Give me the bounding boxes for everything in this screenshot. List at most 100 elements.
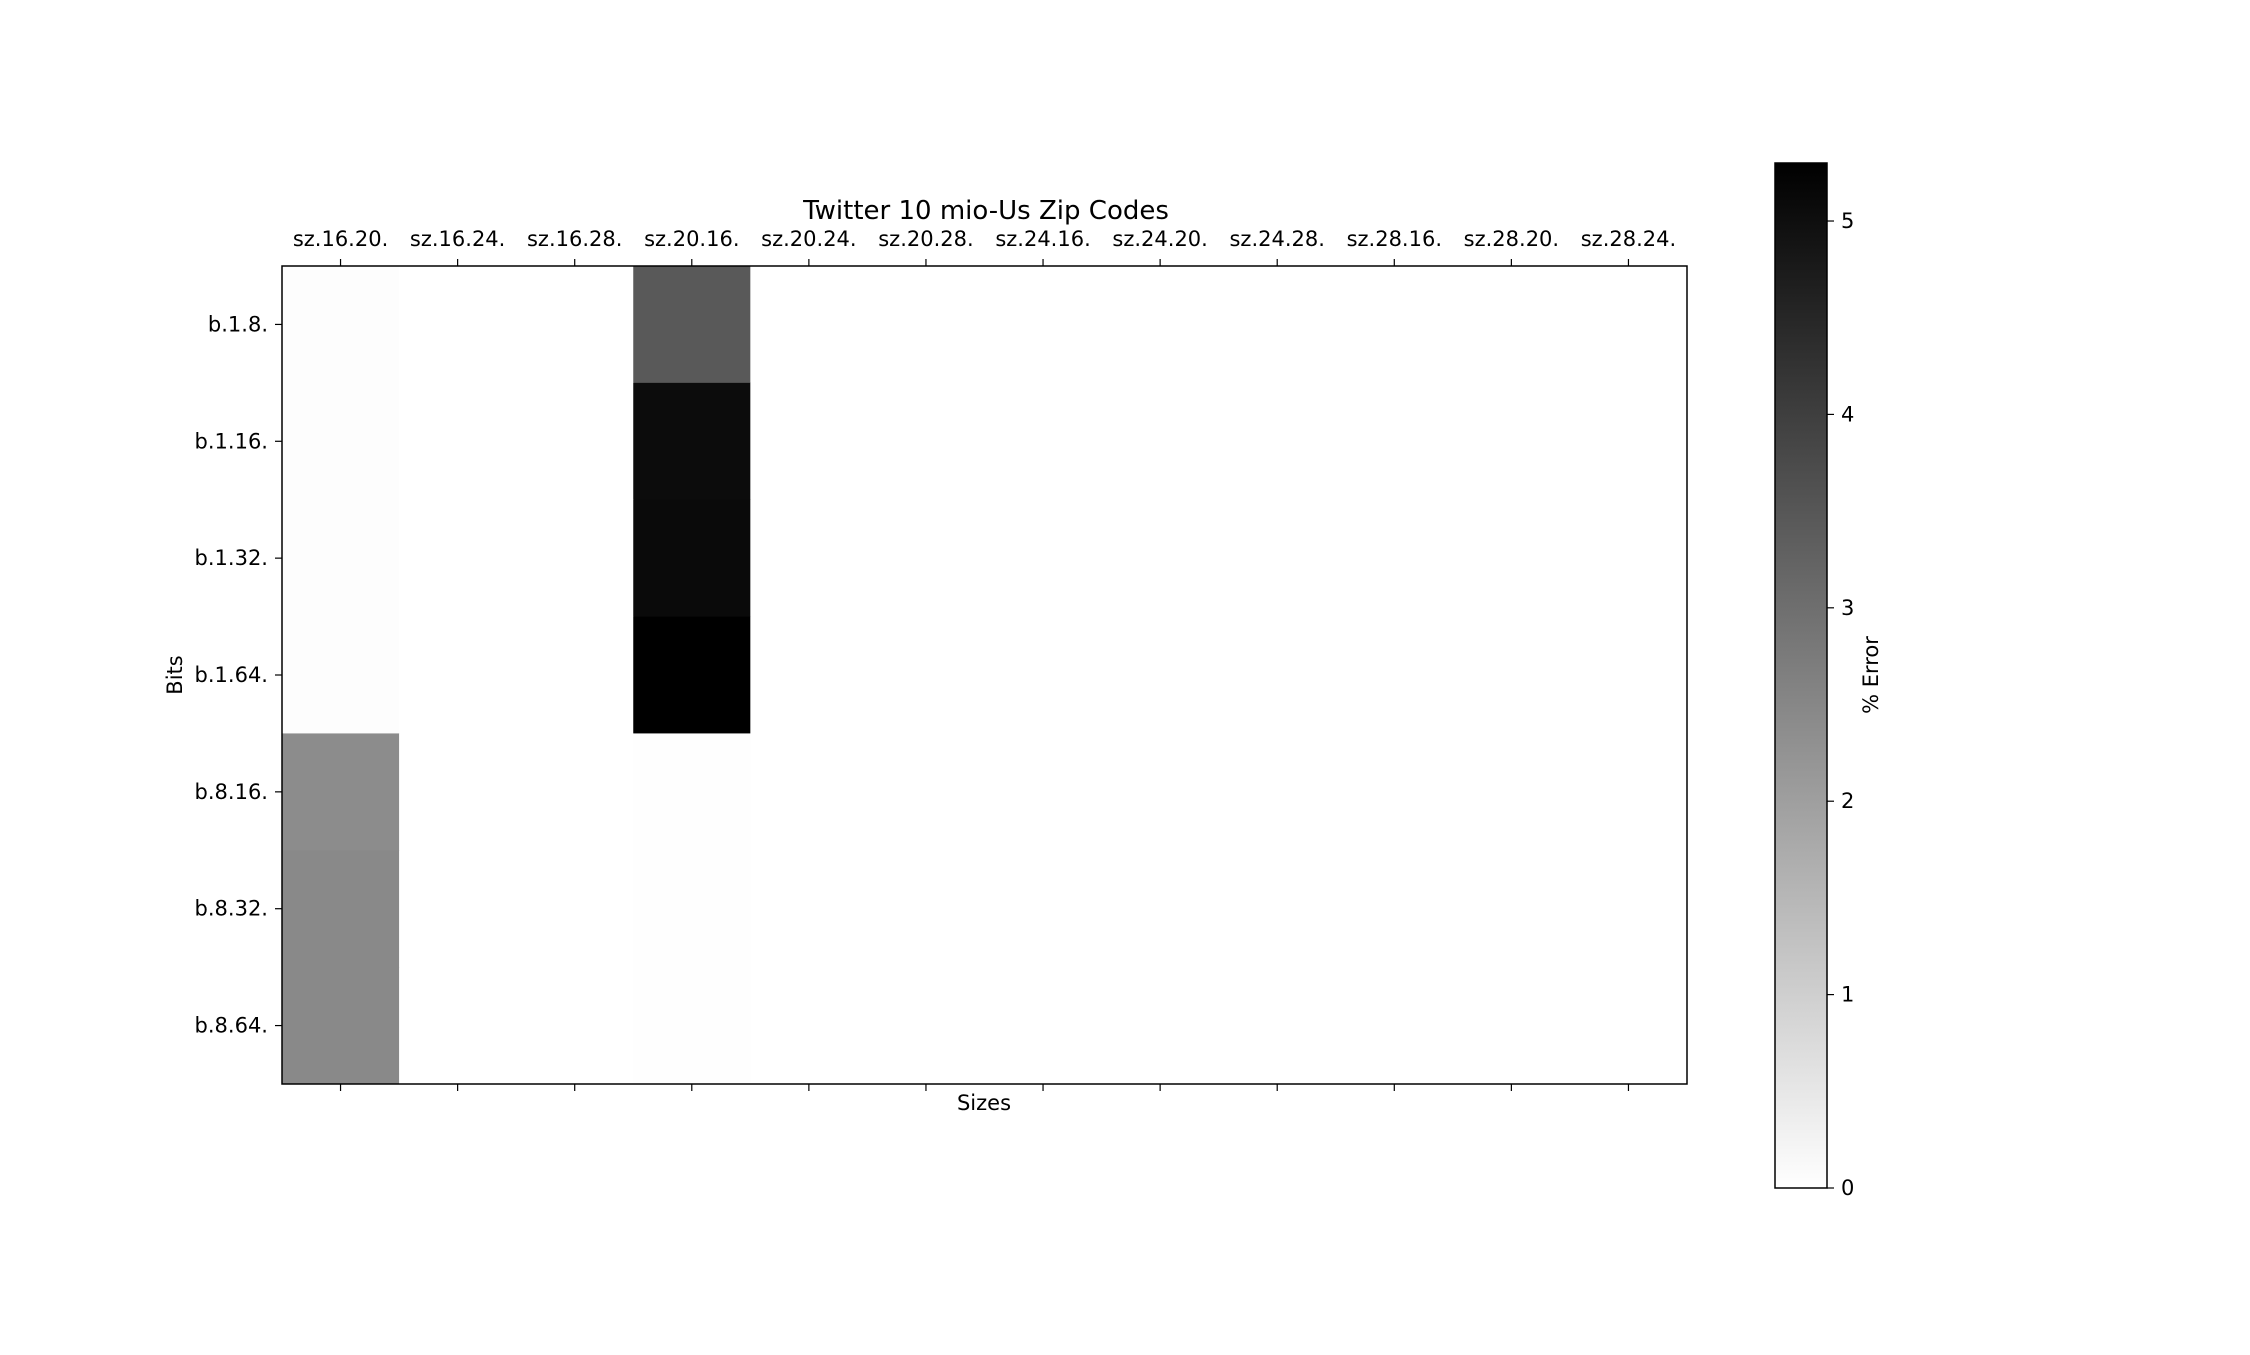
heatmap-cell xyxy=(1335,382,1454,501)
heatmap-cell xyxy=(516,850,634,968)
heatmap-cell xyxy=(1569,266,1688,384)
heatmap-cell xyxy=(399,266,517,384)
heatmap-cell xyxy=(1335,266,1454,384)
heatmap-cell xyxy=(399,616,517,734)
heatmap-cell xyxy=(516,266,634,384)
heatmap-cell xyxy=(750,967,868,1085)
heatmap-cell xyxy=(1569,850,1688,968)
heatmap-cell xyxy=(1452,967,1571,1085)
heatmap-cell xyxy=(399,499,517,618)
heatmap-cell xyxy=(1218,266,1337,384)
y-tick-label: b.8.64. xyxy=(195,1014,268,1038)
heatmap-cell xyxy=(867,266,985,384)
y-tick-label: b.1.64. xyxy=(195,663,268,687)
colorbar xyxy=(1774,162,1828,1189)
heatmap-cell xyxy=(633,616,751,734)
heatmap-cell xyxy=(1218,382,1337,501)
heatmap-cell xyxy=(1335,967,1454,1085)
heatmap-cell xyxy=(1218,499,1337,618)
heatmap-cell xyxy=(1101,850,1220,968)
y-axis-ticks: b.1.8. b.1.16. b.1.32. b.1.64. b.8.16. b.8.32… xyxy=(195,312,282,1038)
heatmap-cell xyxy=(1101,967,1220,1085)
x-tick-label: sz.20.16. xyxy=(644,227,739,251)
x-tick-label: sz.28.20. xyxy=(1464,227,1559,251)
heatmap-cell xyxy=(1335,850,1454,968)
x-tick-label: sz.24.28. xyxy=(1229,227,1324,251)
heatmap-cell xyxy=(1452,266,1571,384)
heatmap-cell xyxy=(867,850,985,968)
heatmap-cell xyxy=(867,499,985,618)
heatmap-cell xyxy=(750,616,868,734)
heatmap-cell xyxy=(984,499,1103,618)
heatmap-cell xyxy=(750,382,868,501)
chart-title: Twitter 10 mio-Us Zip Codes xyxy=(802,196,1169,226)
colorbar-tick-label: 5 xyxy=(1841,209,1854,233)
x-tick-label: sz.20.28. xyxy=(878,227,973,251)
x-tick-label: sz.16.20. xyxy=(293,227,388,251)
y-tick-label: b.1.32. xyxy=(195,546,268,570)
heatmap-cell xyxy=(1101,382,1220,501)
heatmap-cell xyxy=(633,382,751,501)
heatmap-cell xyxy=(282,499,400,618)
heatmap-cell xyxy=(516,733,634,851)
x-tick-label: sz.28.16. xyxy=(1347,227,1442,251)
colorbar-ticks: 0 1 2 3 4 5 xyxy=(1827,209,1854,1200)
heatmap-cell xyxy=(633,499,751,618)
heatmap-cell xyxy=(867,967,985,1085)
heatmap-cell xyxy=(1569,733,1688,851)
heatmap-cell xyxy=(984,967,1103,1085)
x-tick-label: sz.16.24. xyxy=(410,227,505,251)
heatmap-cell xyxy=(633,733,751,851)
heatmap-cell xyxy=(984,733,1103,851)
heatmap-cell xyxy=(516,967,634,1085)
colorbar-tick-label: 4 xyxy=(1841,402,1854,426)
heatmap-cell xyxy=(1101,499,1220,618)
heatmap-cell xyxy=(282,616,400,734)
y-tick-label: b.8.32. xyxy=(195,897,268,921)
x-axis-ticks: sz.16.20. sz.16.24. sz.16.28. sz.20.16. sz.2… xyxy=(293,227,1676,1091)
x-tick-label: sz.16.28. xyxy=(527,227,622,251)
heatmap-cell xyxy=(633,967,751,1085)
heatmap-cell xyxy=(867,733,985,851)
heatmap-cell xyxy=(1335,499,1454,618)
heatmap-cell xyxy=(867,382,985,501)
y-tick-label: b.1.8. xyxy=(208,312,268,336)
heatmap-cell xyxy=(1218,616,1337,734)
heatmap-cell xyxy=(282,382,400,501)
heatmap-cell xyxy=(984,382,1103,501)
heatmap-cell xyxy=(984,850,1103,968)
heatmap-cell xyxy=(750,499,868,618)
x-tick-label: sz.24.20. xyxy=(1112,227,1207,251)
heatmap-cell xyxy=(984,616,1103,734)
colorbar-label: % Error xyxy=(1859,636,1883,714)
heatmap-cell xyxy=(867,616,985,734)
heatmap-cell xyxy=(1101,266,1220,384)
colorbar-tick-label: 2 xyxy=(1841,789,1854,813)
heatmap-cell xyxy=(1452,733,1571,851)
heatmap-cell xyxy=(1569,616,1688,734)
heatmap-cells xyxy=(282,266,1688,1085)
heatmap-cell xyxy=(282,850,400,968)
heatmap-cell xyxy=(1335,616,1454,734)
heatmap-cell xyxy=(282,967,400,1085)
heatmap-cell xyxy=(1101,616,1220,734)
x-tick-label: sz.24.16. xyxy=(995,227,1090,251)
x-tick-label: sz.28.24. xyxy=(1581,227,1676,251)
heatmap-cell xyxy=(516,499,634,618)
heatmap-cell xyxy=(399,733,517,851)
heatmap-cell xyxy=(1569,967,1688,1085)
heatmap-cell xyxy=(1569,382,1688,501)
y-tick-label: b.8.16. xyxy=(195,780,268,804)
heatmap-cell xyxy=(1452,499,1571,618)
heatmap-cell xyxy=(750,266,868,384)
heatmap-cell xyxy=(1452,850,1571,968)
heatmap-cell xyxy=(750,733,868,851)
heatmap-cell xyxy=(282,266,400,384)
heatmap-cell xyxy=(1218,733,1337,851)
heatmap-cell xyxy=(1335,733,1454,851)
heatmap-cell xyxy=(750,850,868,968)
heatmap-cell xyxy=(1452,616,1571,734)
colorbar-tick-label: 1 xyxy=(1841,983,1854,1007)
